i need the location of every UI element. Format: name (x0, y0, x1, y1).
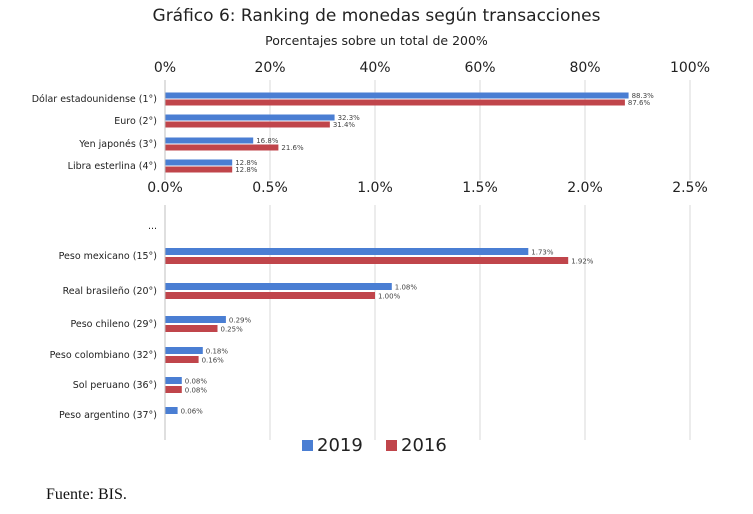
data-label: 0.18% (206, 348, 229, 356)
bar-2016 (165, 99, 625, 106)
bar-2019 (165, 137, 254, 144)
legend-swatch-2019 (302, 440, 313, 451)
bar-2019 (165, 407, 178, 414)
bar-2019 (165, 92, 629, 99)
data-label: 0.06% (181, 408, 204, 416)
data-label: 1.73% (531, 249, 554, 257)
x-tick-label: 100% (670, 60, 710, 76)
data-label: 1.00% (378, 293, 401, 301)
data-label: 1.08% (395, 284, 418, 292)
x-tick-label: 80% (569, 60, 600, 76)
bar-2019 (165, 283, 392, 290)
x-tick-label: 60% (464, 60, 495, 76)
category-label: Peso chileno (29°) (71, 319, 158, 330)
bar-2016 (165, 121, 330, 128)
bar-2016 (165, 356, 199, 363)
bar-2016 (165, 386, 182, 393)
source-note: Fuente: BIS. (46, 486, 127, 503)
x-tick-label: 0.0% (147, 180, 183, 196)
bar-2016 (165, 257, 569, 264)
category-label: Peso colombiano (32°) (50, 350, 157, 361)
data-label: 0.08% (185, 378, 208, 386)
category-label: Sol peruano (36°) (73, 380, 157, 391)
x-tick-label: 2.5% (672, 180, 708, 196)
x-tick-label: 1.5% (462, 180, 498, 196)
bar-2019 (165, 347, 203, 354)
legend-swatch-2016 (386, 440, 397, 451)
data-label: 0.25% (221, 326, 244, 334)
data-label: 21.6% (281, 144, 304, 152)
bar-2016 (165, 166, 233, 173)
bar-2019 (165, 377, 182, 384)
bar-2016 (165, 144, 279, 151)
bar-2019 (165, 316, 226, 323)
data-label: 31.4% (333, 121, 356, 129)
x-tick-label: 0% (154, 60, 176, 76)
data-label: 0.08% (185, 387, 208, 395)
category-label: Euro (2°) (114, 116, 157, 127)
x-tick-label: 20% (254, 60, 285, 76)
chart-title: Gráfico 6: Ranking de monedas según tran… (152, 6, 601, 26)
data-label: 16.8% (256, 137, 279, 145)
chart-subtitle: Porcentajes sobre un total de 200% (265, 33, 488, 48)
bar-2019 (165, 248, 529, 255)
bar-2016 (165, 325, 218, 332)
x-tick-label: 40% (359, 60, 390, 76)
bar-2019 (165, 114, 335, 121)
data-label: 12.8% (235, 166, 258, 174)
legend-label: 2016 (401, 435, 447, 456)
category-label: Peso argentino (37°) (59, 410, 157, 421)
category-label: Peso mexicano (15°) (59, 251, 157, 262)
legend-label: 2019 (317, 435, 363, 456)
x-tick-label: 2.0% (567, 180, 603, 196)
data-label: 0.29% (229, 317, 252, 325)
bar-2019 (165, 159, 233, 166)
data-label: 88.3% (632, 92, 655, 100)
category-label: Dólar estadounidense (1°) (32, 94, 157, 105)
data-label: 12.8% (235, 159, 258, 167)
category-label: Libra esterlina (4°) (68, 161, 157, 172)
category-label: ... (148, 221, 157, 232)
category-label: Yen japonés (3°) (78, 139, 157, 150)
x-tick-label: 1.0% (357, 180, 393, 196)
data-label: 1.92% (571, 258, 594, 266)
data-label: 0.16% (202, 357, 225, 365)
x-tick-label: 0.5% (252, 180, 288, 196)
category-label: Real brasileño (20°) (63, 286, 157, 297)
data-label: 32.3% (338, 114, 361, 122)
data-label: 87.6% (628, 99, 651, 107)
bar-2016 (165, 292, 375, 299)
